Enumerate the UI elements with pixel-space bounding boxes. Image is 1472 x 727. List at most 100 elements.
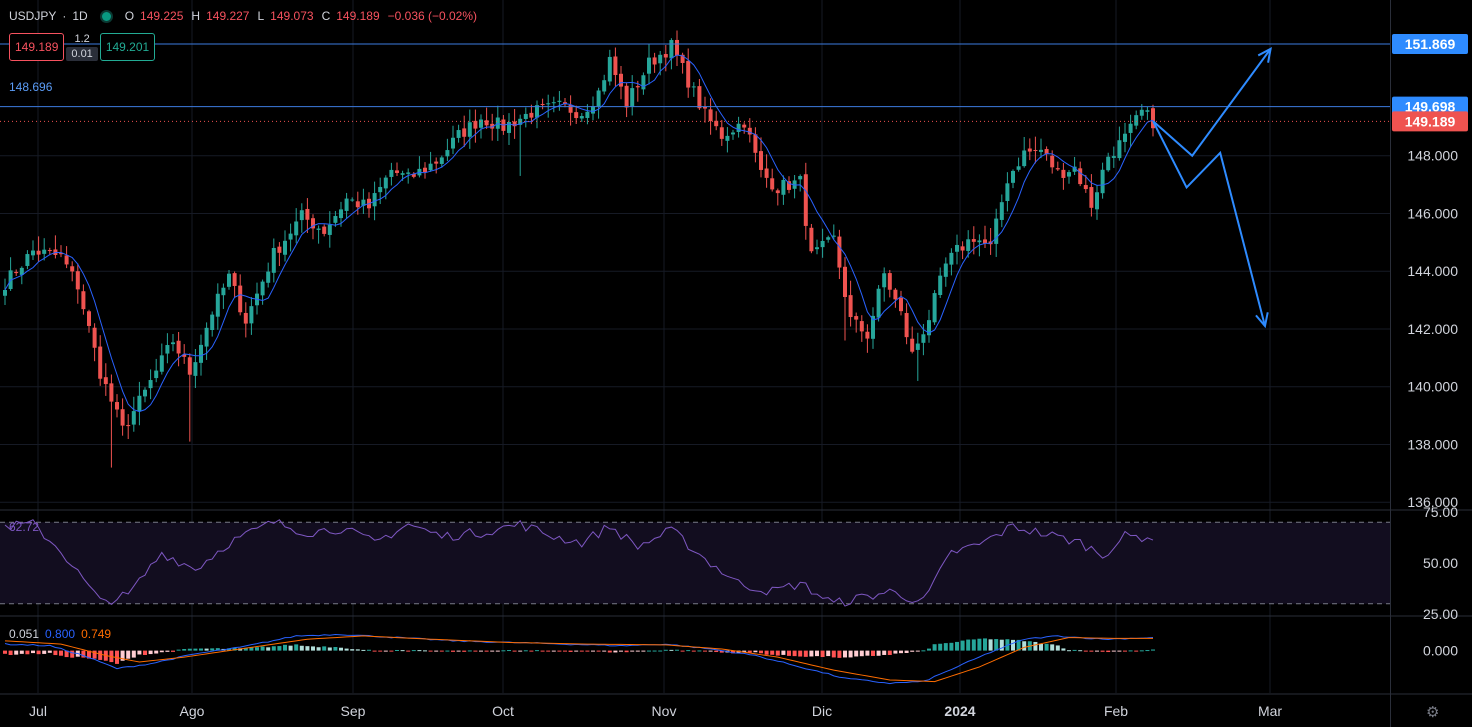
candle-body-51: [288, 233, 293, 240]
candle-body-106: [596, 90, 601, 107]
x-tick-label-4: Nov: [652, 703, 677, 719]
y-tick-label-3: 142.000: [1407, 321, 1458, 337]
macd-bar-16: [92, 650, 97, 659]
candle-body-22: [126, 425, 131, 427]
candle-body-149: [837, 236, 842, 268]
macd-bar-120: [675, 649, 679, 651]
candle-body-161: [904, 313, 909, 338]
macd-bar-185: [1039, 643, 1043, 651]
sell-button[interactable]: 149.189: [9, 32, 65, 61]
macd-bar-104: [585, 650, 590, 652]
candle-body-113: [635, 86, 640, 88]
macd-bar-162: [910, 650, 915, 652]
candle-body-189: [1061, 169, 1066, 178]
candle-body-178: [999, 202, 1004, 220]
macd-bar-149: [837, 650, 842, 658]
macd-bar-122: [686, 650, 691, 652]
candle-body-146: [820, 241, 825, 248]
macd-bar-123: [691, 650, 696, 652]
macd-bar-92: [518, 650, 523, 652]
macd-bar-143: [803, 650, 808, 657]
candle-body-174: [977, 240, 982, 243]
macd-bar-103: [579, 650, 584, 652]
gear-icon[interactable]: ⚙: [1426, 704, 1440, 721]
candle-body-112: [630, 88, 635, 107]
candle-body-187: [1050, 155, 1055, 168]
macd-bar-126: [708, 650, 713, 652]
candle-body-11: [64, 255, 69, 265]
candle-body-7: [42, 249, 47, 254]
macd-bar-152: [854, 650, 859, 657]
candle-body-167: [938, 275, 943, 295]
candle-body-81: [456, 130, 461, 138]
macd-bar-95: [535, 650, 539, 652]
candle-body-142: [798, 176, 803, 180]
high-value: 149.227: [206, 9, 250, 23]
macd-bar-86: [484, 650, 489, 652]
candle-body-98: [551, 102, 556, 104]
macd-bar-202: [1134, 650, 1139, 652]
candle-body-40: [227, 273, 231, 287]
candle-body-164: [921, 334, 926, 343]
macd-bar-155: [871, 650, 875, 656]
candle-body-188: [1055, 168, 1060, 170]
candle-body-181: [1016, 166, 1021, 170]
macd-bar-63: [355, 649, 360, 651]
candle-body-3: [19, 267, 24, 275]
macd-bar-94: [529, 650, 534, 652]
open-key: O: [124, 9, 135, 23]
candle-body-194: [1089, 187, 1094, 208]
macd-bar-41: [232, 647, 237, 651]
buy-button[interactable]: 149.201: [99, 32, 156, 61]
macd-bar-48: [271, 646, 276, 651]
candle-body-35: [199, 344, 203, 363]
candle-body-54: [305, 208, 310, 220]
macd-bar-17: [98, 650, 103, 660]
candle-body-105: [591, 106, 595, 114]
candle-body-124: [697, 86, 702, 109]
candle-body-66: [372, 193, 377, 207]
candle-body-19: [109, 383, 114, 402]
macd-signal-line: [4, 635, 1153, 683]
macd-bar-88: [495, 650, 500, 652]
interval-label[interactable]: 1D: [72, 9, 88, 23]
macd-bar-171: [960, 640, 965, 651]
candle-body-50: [283, 240, 287, 255]
candle-body-0: [3, 289, 7, 296]
macd-bar-6: [36, 650, 41, 655]
rsi-tick-label-2: 75.00: [1423, 504, 1458, 520]
macd-bar-170: [955, 641, 959, 651]
macd-bar-161: [904, 650, 909, 653]
candle-body-115: [647, 57, 651, 74]
macd-bar-56: [316, 647, 321, 651]
candle-body-169: [949, 252, 954, 265]
candle-body-76: [428, 163, 433, 171]
macd-bar-105: [591, 650, 595, 652]
candle-body-165: [927, 320, 931, 336]
projection-down-arrow: [1152, 120, 1266, 327]
macd-bar-181: [1016, 639, 1021, 651]
candle-body-150: [843, 266, 847, 297]
candle-body-183: [1027, 148, 1032, 152]
candle-body-171: [960, 246, 965, 251]
candle-body-104: [585, 111, 590, 118]
candle-body-159: [893, 289, 898, 300]
candle-body-109: [613, 56, 618, 76]
macd-bar-186: [1044, 643, 1049, 651]
symbol-label[interactable]: USDJPY: [9, 9, 57, 23]
macd-bar-84: [473, 650, 478, 652]
candle-body-193: [1083, 185, 1088, 190]
macd-bar-7: [42, 650, 47, 654]
macd-bar-175: [983, 638, 987, 651]
macd-bar-97: [546, 650, 551, 652]
candle-body-52: [294, 221, 299, 236]
macd-bar-80: [451, 650, 455, 652]
macd-bar-61: [344, 648, 349, 651]
macd-bar-198: [1111, 650, 1116, 652]
candle-body-152: [854, 316, 859, 320]
candle-body-82: [462, 128, 467, 137]
macd-bar-11: [64, 650, 69, 658]
candle-body-97: [546, 103, 551, 105]
macd-bar-10: [59, 650, 63, 656]
